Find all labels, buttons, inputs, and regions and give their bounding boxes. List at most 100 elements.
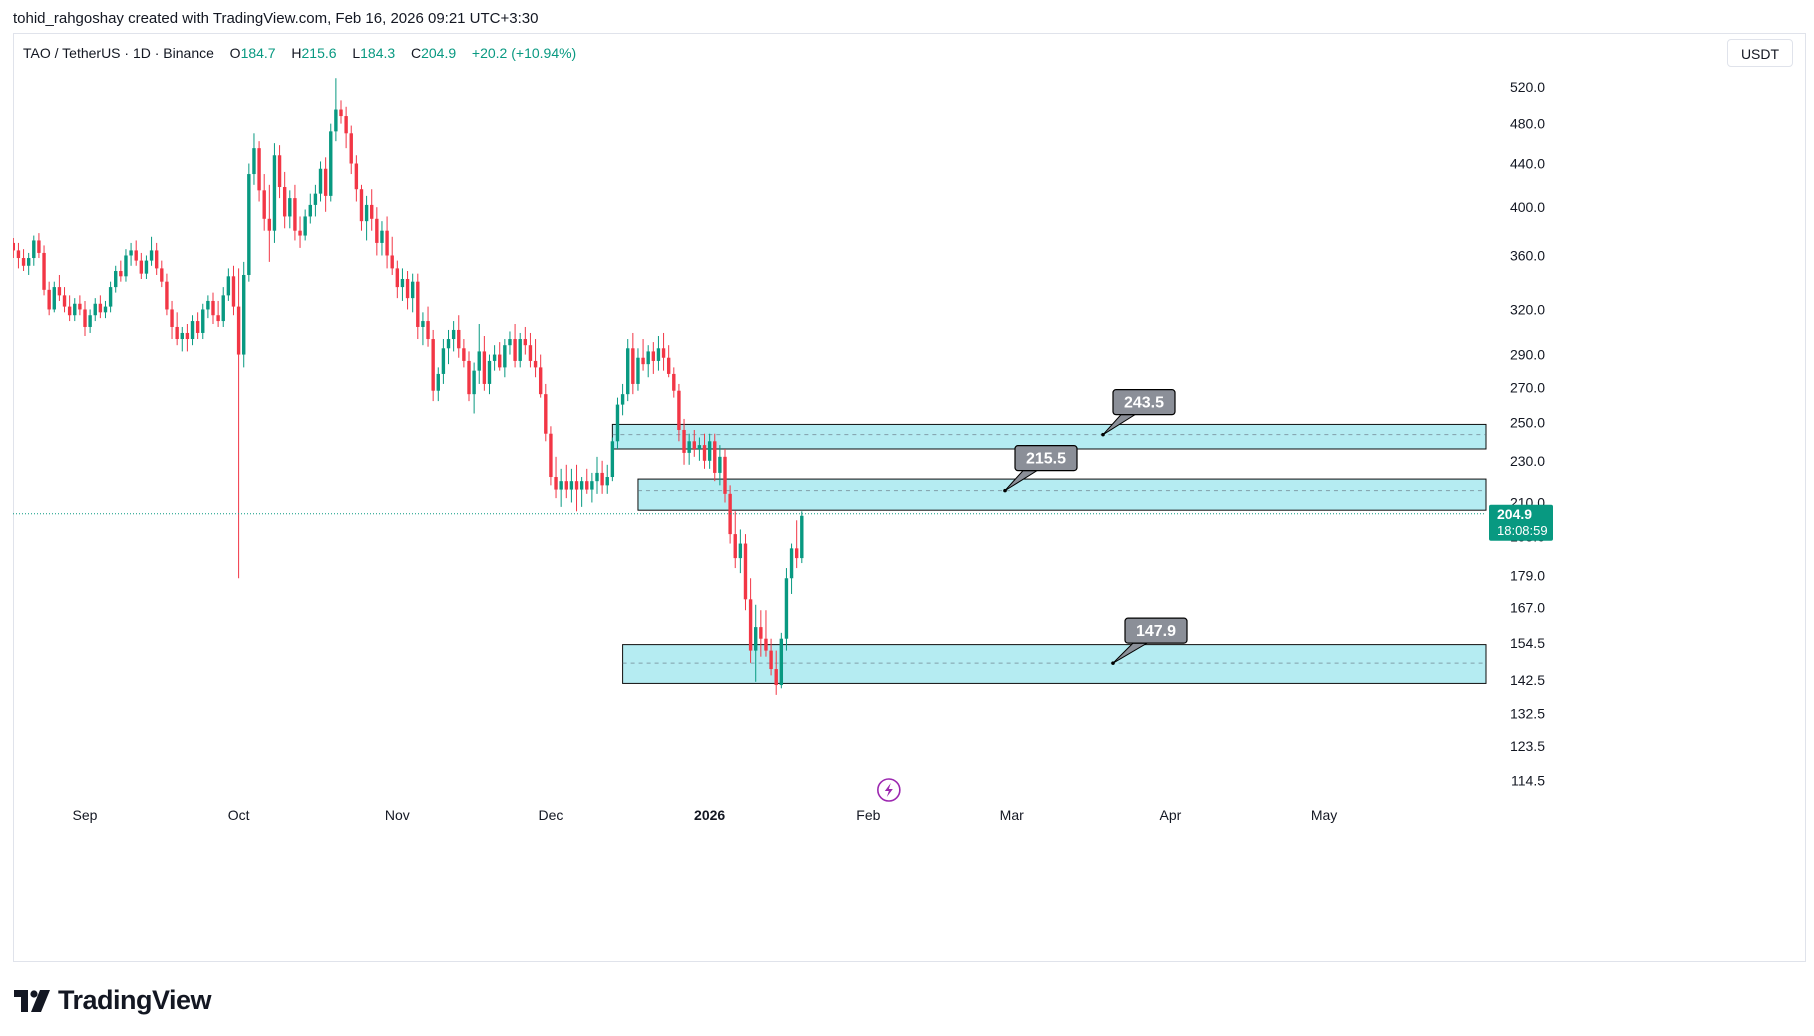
candle-body [784,578,789,639]
candle-body [426,321,430,340]
x-tick-label: May [1311,807,1337,823]
candle-body [441,348,446,374]
candle-body [400,278,405,288]
tradingview-logo[interactable]: TradingView [14,985,212,1016]
candle-body [713,441,717,473]
x-tick-label: Oct [228,807,250,823]
current-price-badge [1489,504,1553,541]
low-label: L [352,45,361,61]
price-chart[interactable]: 243.5 215.5 147.9 520.0 480.0 440.0 400.0 360.… [13,33,1806,962]
candle-body [416,281,420,327]
candle-body [467,360,471,395]
candle-body [641,357,645,365]
candle-body [492,354,497,361]
candle-body [743,543,748,600]
low-value: 184.3 [360,45,396,61]
candle-body [375,218,379,243]
candle-body [672,373,676,391]
candle-body [457,329,461,349]
candle-body [518,339,522,361]
candle-body [21,258,26,266]
candle-body [738,543,743,559]
callout-box [1124,617,1188,644]
candle-body [723,456,727,494]
candle-body [395,268,400,288]
candle-body [631,348,635,384]
candle-body [119,271,123,277]
candle-body [98,303,103,313]
candle-body [477,351,481,371]
candle-body [303,216,307,236]
candle-body [170,309,174,327]
candle-body [651,351,656,361]
y-tick-label: 320.0 [1510,301,1545,317]
change-value: +20.2 (+10.94%) [471,45,577,61]
candle-body [139,260,144,274]
chart-frame [13,33,1806,962]
symbol-title[interactable]: TAO / TetherUS · 1D · Binance [23,45,214,61]
candle-body [600,472,604,486]
candle-body [380,230,384,243]
candle-body [78,303,82,310]
open-value: 184.7 [240,45,276,61]
price-axis[interactable]: 520.0 480.0 440.0 400.0 360.0 320.0 290.0 270.0… [1489,79,1553,788]
x-tick-label: Feb [856,807,880,823]
y-tick-label: 179.0 [1510,568,1545,584]
candle-body [16,250,21,259]
candle-body [405,278,410,299]
y-tick-label: 154.5 [1510,635,1545,651]
candle-body [144,260,149,274]
candle-body [47,289,51,310]
time-axis[interactable]: Sep Oct Nov Dec 2026 Feb Mar Apr May [73,807,1338,823]
candle-body [37,240,41,253]
y-tick-label: 270.0 [1510,379,1545,395]
candle-body [579,481,584,490]
symbol-legend[interactable]: TAO / TetherUS · 1D · Binance O184.7 H21… [23,45,576,61]
candle-body [677,390,681,430]
y-tick-label: 132.5 [1510,706,1545,722]
candle-body [83,309,87,327]
candle-body [359,189,364,222]
candle-body [769,650,773,670]
candle-body [538,367,543,395]
candle-body [175,326,179,340]
x-tick-label: 2026 [694,807,725,823]
candle-body [528,345,533,361]
candle-body [67,306,72,316]
candle-body [201,309,205,333]
candle-body [574,481,579,490]
candle-body [661,348,666,358]
candle-body [221,295,225,322]
candle-body [26,258,31,266]
candle-body [149,250,154,261]
candles-layer [13,78,804,695]
candle-body [462,348,466,361]
x-tick-label: Sep [73,807,98,823]
candle-body [559,481,563,490]
zones-layer [611,423,1487,684]
candle-body [293,198,297,231]
candle-body [216,315,220,322]
candle-body [789,548,794,579]
candle-body [226,276,231,296]
candle-body [498,354,502,368]
zone-box [622,644,1487,684]
zone-box [637,478,1487,511]
candle-body [779,638,784,686]
candle-body [165,281,169,310]
y-tick-label: 142.5 [1510,672,1545,688]
candle-body [195,321,200,333]
candle-body [185,332,190,340]
candle-body [242,274,246,355]
candle-body [682,429,686,453]
open-label: O [229,45,241,61]
candle-body [697,445,702,449]
candle-body [610,441,615,478]
currency-selector[interactable]: USDT [1727,39,1793,67]
candle-body [313,193,318,205]
candle-body [554,477,558,490]
candle-body [334,109,338,132]
tradingview-logo-icon [14,989,50,1012]
lightning-glyph [884,783,893,797]
candle-body [103,306,108,313]
